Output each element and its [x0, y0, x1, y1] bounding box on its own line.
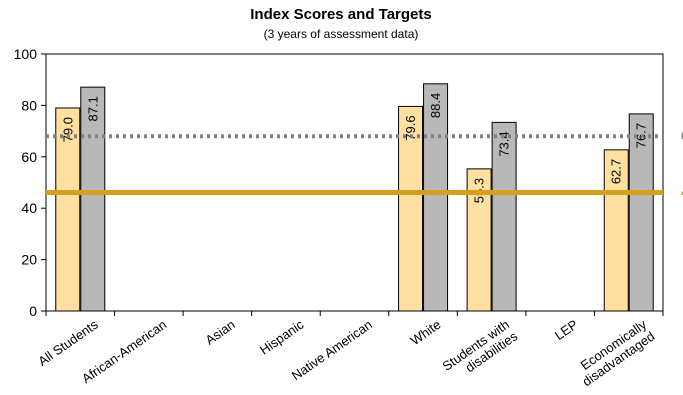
bar: [628, 113, 654, 312]
bar-value-label: 62.7: [609, 159, 624, 184]
target-line-label: 68.0: [681, 129, 683, 143]
category-label: White: [408, 317, 444, 348]
y-tick-label: 100: [14, 46, 38, 62]
category-label: Hispanic: [257, 316, 307, 357]
category-label: LEP: [552, 317, 581, 343]
category-label: Asian: [203, 317, 238, 348]
target-line-label: 46.1: [681, 186, 683, 200]
chart-title: Index Scores and Targets: [250, 6, 431, 23]
category-label: Economicallydisadvantaged: [571, 316, 657, 389]
bar: [603, 149, 629, 312]
y-tick-label: 20: [21, 252, 37, 268]
category-label-line: All Students: [35, 316, 101, 368]
y-tick-label: 40: [21, 200, 37, 216]
y-tick-label: 80: [21, 97, 37, 113]
bar: [491, 121, 517, 312]
y-tick-label: 60: [21, 149, 37, 165]
bar: [80, 86, 106, 312]
bar-value-label: 87.1: [85, 96, 100, 121]
bar-value-label: 79.6: [403, 115, 418, 140]
plot-frame: [45, 53, 664, 312]
bar-value-label: 88.4: [428, 93, 443, 118]
bar-value-label: 73.4: [497, 131, 512, 156]
bar: [55, 107, 81, 312]
bar: [398, 105, 424, 312]
bar-value-label: 79.0: [60, 117, 75, 142]
category-label-line: Asian: [203, 317, 238, 348]
category-label-line: LEP: [552, 317, 581, 343]
plot-area: 02040608010079.079.655.362.787.188.473.4…: [14, 46, 683, 389]
category-label: All Students: [35, 316, 101, 368]
category-label-line: White: [408, 317, 444, 348]
y-tick-label: 0: [29, 303, 37, 319]
bar: [423, 83, 449, 312]
chart-subtitle: (3 years of assessment data): [264, 27, 419, 41]
category-label: Students withdisabilities: [440, 316, 521, 385]
category-label-line: Hispanic: [257, 316, 307, 357]
